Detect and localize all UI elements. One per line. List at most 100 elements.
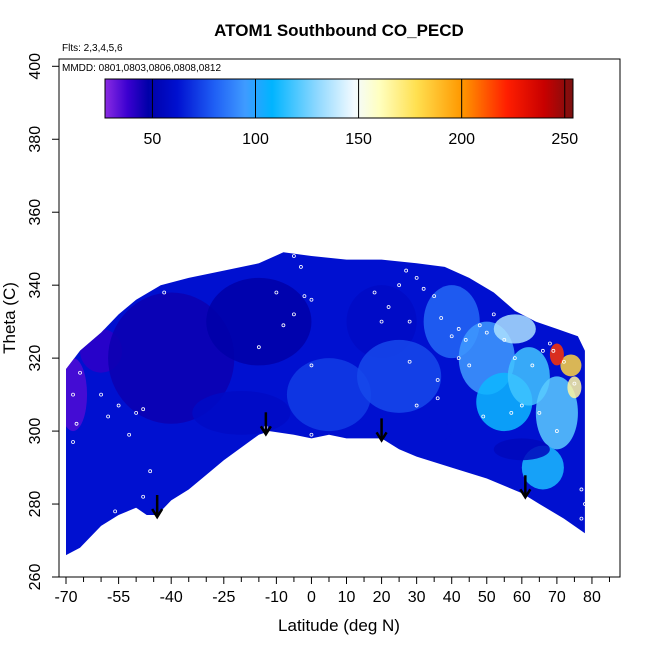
sample-marker: [141, 494, 146, 499]
y-tick-label: 260: [27, 564, 44, 591]
sample-marker: [71, 440, 75, 444]
x-tick-label: 10: [338, 589, 356, 606]
dates-annotation: MMDD: 0801,0803,0806,0808,0812: [62, 63, 221, 74]
sample-marker: [407, 359, 412, 364]
sample-marker: [583, 502, 587, 506]
colorbar-tick-label: 250: [551, 131, 578, 148]
sample-marker: [449, 334, 454, 339]
sample-marker: [127, 432, 132, 437]
sample-marker: [99, 392, 103, 397]
sample-marker: [407, 319, 412, 324]
sample-marker: [435, 378, 440, 382]
x-tick-label: 80: [583, 589, 601, 606]
field-patch: [493, 438, 550, 461]
field-patch: [507, 347, 550, 406]
x-tick-label: -25: [212, 589, 235, 606]
field-patch: [560, 354, 582, 377]
sample-marker: [491, 312, 496, 317]
flights-annotation: Flts: 2,3,4,5,6: [62, 43, 123, 54]
x-axis-label: Latitude (deg N): [278, 616, 400, 635]
sample-marker: [74, 421, 79, 426]
colorbar-tick-label: 100: [242, 131, 269, 148]
x-tick-label: -10: [265, 589, 288, 606]
sample-marker: [547, 341, 552, 346]
sample-marker: [162, 290, 167, 295]
sample-marker: [309, 432, 314, 437]
y-axis-label: Theta (C): [0, 282, 19, 354]
field-patch: [493, 314, 536, 344]
sample-marker: [509, 410, 514, 415]
field-patch: [192, 390, 291, 435]
boundary-arrow: [375, 418, 388, 443]
chart-title: ATOM1 Southbound CO_PECD: [214, 21, 464, 40]
samples-layer: [71, 254, 587, 521]
y-tick-label: 340: [27, 272, 44, 299]
x-tick-label: 30: [408, 589, 426, 606]
sample-marker: [463, 337, 468, 342]
sample-marker: [519, 403, 524, 408]
sample-marker: [397, 283, 402, 288]
y-tick-label: 380: [27, 126, 44, 153]
sample-marker: [435, 396, 440, 401]
sample-marker: [477, 323, 482, 328]
sample-marker: [562, 359, 566, 364]
arrows-layer: [151, 412, 532, 520]
field-patch: [381, 416, 452, 446]
boundary-arrow: [519, 475, 532, 500]
sample-marker: [256, 345, 261, 350]
x-tick-label: 60: [513, 589, 531, 606]
colorbar-frame: [104, 78, 574, 119]
sample-marker: [572, 381, 577, 386]
y-tick-label: 320: [27, 345, 44, 372]
boundary-arrow: [151, 494, 164, 520]
sample-marker: [540, 348, 545, 353]
sample-marker: [78, 370, 82, 375]
sample-marker: [484, 330, 489, 335]
sample-marker: [274, 290, 279, 295]
y-tick-label: 280: [27, 491, 44, 518]
sample-marker: [281, 323, 286, 328]
sample-marker: [71, 392, 75, 397]
sample-marker: [404, 268, 409, 273]
sample-marker: [579, 487, 584, 492]
sample-marker: [141, 407, 146, 412]
x-tick-label: 40: [443, 589, 461, 606]
field-patch: [549, 343, 564, 366]
sample-marker: [292, 312, 296, 317]
sample-marker: [414, 403, 419, 408]
sample-marker: [134, 410, 139, 415]
field-patch: [535, 376, 578, 450]
x-tick-label: 70: [548, 589, 566, 606]
sample-marker: [386, 305, 391, 309]
x-tick-label: -70: [54, 589, 77, 606]
sample-marker: [414, 275, 419, 280]
sample-marker: [579, 516, 584, 521]
field-patch: [108, 292, 235, 424]
x-tick-label: 50: [478, 589, 496, 606]
sample-marker: [467, 363, 472, 368]
colorbar-tick-label: 150: [345, 131, 372, 148]
sample-marker: [292, 254, 296, 258]
sample-marker: [481, 414, 486, 419]
x-tick-label: -55: [107, 589, 130, 606]
sample-marker: [554, 429, 559, 433]
x-axis: -70 -55 -40 -25 -10 0 10 20 30 40 50 60 70 80: [54, 577, 610, 606]
field-patches: [66, 277, 582, 490]
sample-marker: [512, 356, 517, 361]
sample-marker: [530, 363, 535, 368]
sample-marker: [148, 469, 153, 474]
sample-marker: [432, 294, 437, 299]
colorbar: 50 100 150 200 250: [104, 78, 578, 148]
sample-marker: [372, 290, 377, 295]
y-tick-label: 300: [27, 418, 44, 445]
sample-marker: [299, 265, 303, 269]
field-patch: [286, 358, 372, 432]
colorbar-rect: [105, 79, 573, 118]
y-tick-label: 400: [27, 53, 44, 80]
sample-marker: [106, 414, 110, 419]
sample-marker: [439, 316, 444, 320]
field-layer: [66, 252, 585, 556]
sample-marker: [379, 319, 384, 324]
field-patch: [206, 277, 312, 366]
sample-marker: [302, 294, 307, 299]
